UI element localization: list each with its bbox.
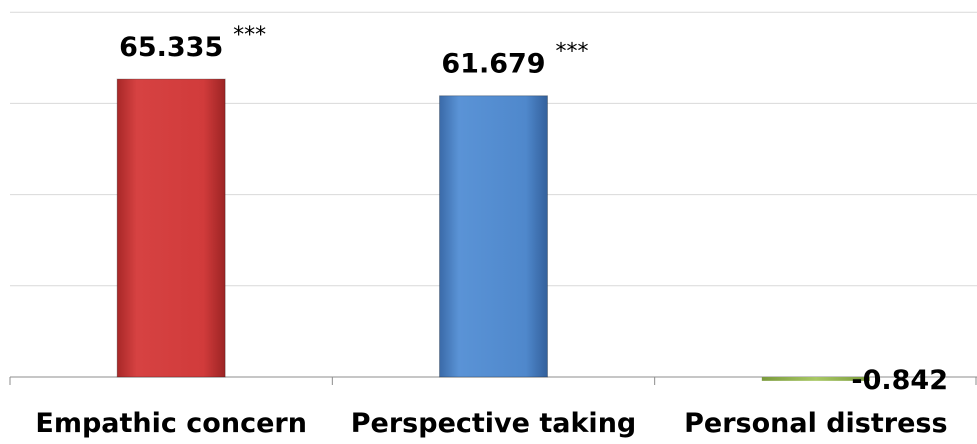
significance-label: *** — [233, 23, 266, 48]
bars — [116, 78, 870, 381]
bar-perspective-taking — [439, 95, 548, 378]
category-label: Perspective taking — [351, 408, 637, 439]
category-labels: Empathic concern Perspective taking Person… — [35, 408, 947, 439]
category-label: Empathic concern — [35, 408, 307, 439]
category-label: Personal distress — [684, 408, 947, 439]
bar-empathic-concern — [116, 78, 226, 378]
significance-label: *** — [556, 40, 589, 65]
data-label: 65.335 — [119, 32, 223, 63]
data-label: 61.679 — [441, 49, 545, 80]
data-labels: 65.335 *** 61.679 *** -0.842 — [119, 23, 948, 396]
bar-personal-distress — [761, 377, 870, 381]
data-label: -0.842 — [851, 365, 948, 396]
